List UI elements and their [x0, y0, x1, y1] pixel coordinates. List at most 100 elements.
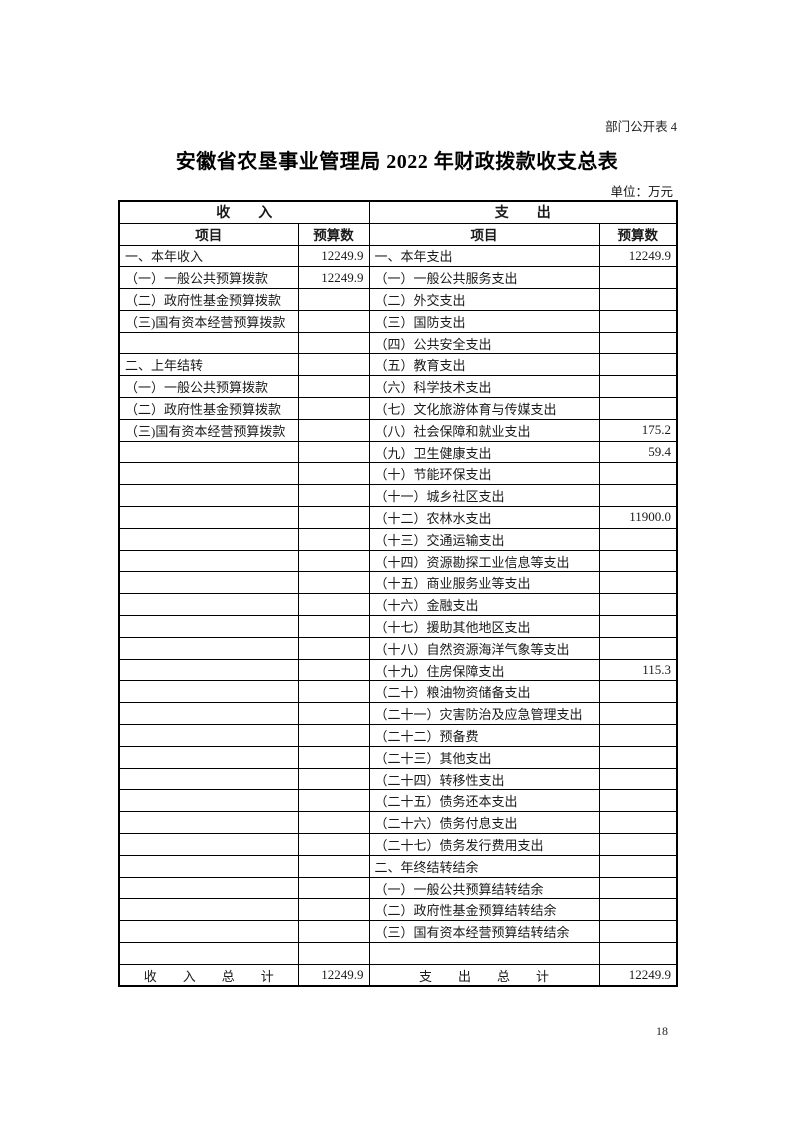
expense-value-cell — [598, 527, 678, 551]
table-row: （九）卫生健康支出 59.4 — [118, 440, 678, 464]
expense-item-cell: （二）外交支出 — [368, 288, 600, 311]
page-number: 18 — [656, 1024, 668, 1038]
income-value-cell — [297, 811, 370, 835]
table-row: （十三）交通运输支出 — [118, 527, 678, 551]
expense-item-cell: （九）卫生健康支出 — [368, 440, 600, 464]
expense-value-cell — [598, 767, 678, 791]
expense-item-cell: 二、年终结转结余 — [368, 854, 600, 878]
income-item-cell: （二）政府性基金预算拨款 — [118, 397, 299, 420]
table-row: 一、本年收入 12249.9 一、本年支出 12249.9 — [118, 244, 678, 268]
expense-value-cell — [598, 745, 678, 769]
income-value-cell — [297, 833, 370, 856]
budget-table: 收 入 支 出 项目 预算数 项目 预算数 一、本年收入 12249.9 一、本年支… — [118, 200, 678, 988]
expense-value-cell — [598, 615, 678, 638]
table-body: 一、本年收入 12249.9 一、本年支出 12249.9 （一）一般公共预算拨款 122… — [118, 244, 678, 965]
table-row: （十一）城乡社区支出 — [118, 484, 678, 508]
expense-item-cell: （一）一般公共服务支出 — [368, 266, 600, 290]
income-item-cell — [118, 920, 299, 943]
expense-item-cell: （二十二）预备费 — [368, 724, 600, 747]
table-row: （二十二）预备费 — [118, 724, 678, 747]
table-row: （二）政府性基金预算拨款 （二）外交支出 — [118, 288, 678, 311]
expense-value-cell — [598, 397, 678, 420]
expense-value-cell — [598, 462, 678, 486]
income-item-cell — [118, 658, 299, 682]
expense-value-cell — [598, 724, 678, 747]
expense-item-cell: （十七）援助其他地区支出 — [368, 615, 600, 638]
table-row: （十九）住房保障支出 115.3 — [118, 658, 678, 682]
income-item-cell — [118, 331, 299, 355]
table-row: （十七）援助其他地区支出 — [118, 615, 678, 638]
income-value-cell — [297, 440, 370, 464]
income-item-cell — [118, 854, 299, 878]
income-item-cell — [118, 527, 299, 551]
income-item-cell — [118, 833, 299, 856]
income-item-cell: （三)国有资本经营预算拨款 — [118, 309, 299, 333]
income-item-cell — [118, 440, 299, 464]
expense-item-cell: （四）公共安全支出 — [368, 331, 600, 355]
expense-value-cell — [598, 549, 678, 573]
income-value-cell — [297, 680, 370, 704]
income-value-cell — [297, 636, 370, 660]
table-group-header-row: 收 入 支 出 — [118, 200, 678, 224]
expense-item-cell: （八）社会保障和就业支出 — [368, 418, 600, 442]
expense-item-cell: （二十）粮油物资储备支出 — [368, 680, 600, 704]
income-item-cell — [118, 549, 299, 573]
table-column-header-row: 项目 预算数 项目 预算数 — [118, 222, 678, 246]
income-item-cell — [118, 876, 299, 900]
income-item-cell — [118, 506, 299, 529]
income-value-cell — [297, 549, 370, 573]
income-item-header: 项目 — [118, 222, 299, 246]
expense-item-cell: （十二）农林水支出 — [368, 506, 600, 529]
expense-item-cell: （二十七）债务发行费用支出 — [368, 833, 600, 856]
table-row: （十）节能环保支出 — [118, 462, 678, 486]
income-item-cell — [118, 680, 299, 704]
income-value-cell: 12249.9 — [297, 244, 370, 268]
income-value-cell — [297, 942, 370, 965]
table-total-row: 收 入 总 计 12249.9 支 出 总 计 12249.9 — [118, 963, 678, 987]
income-value-cell — [297, 506, 370, 529]
income-item-cell — [118, 745, 299, 769]
expense-budget-header: 预算数 — [598, 222, 678, 246]
income-value-cell — [297, 593, 370, 617]
income-value-cell — [297, 658, 370, 682]
table-row: （二十一）灾害防治及应急管理支出 — [118, 702, 678, 726]
income-item-cell — [118, 462, 299, 486]
expense-item-cell: （五）教育支出 — [368, 353, 600, 377]
expense-item-cell: （二十一）灾害防治及应急管理支出 — [368, 702, 600, 726]
unit-note: 单位：万元 — [610, 185, 673, 199]
table-row: （十五）商业服务业等支出 — [118, 571, 678, 595]
expense-item-cell: （十）节能环保支出 — [368, 462, 600, 486]
expense-value-cell — [598, 789, 678, 813]
expense-value-cell: 115.3 — [598, 658, 678, 682]
income-value-cell — [297, 331, 370, 355]
table-row: （三）国有资本经营预算结转结余 — [118, 920, 678, 943]
expense-item-cell: （六）科学技术支出 — [368, 375, 600, 399]
table-row — [118, 942, 678, 965]
income-value-cell — [297, 789, 370, 813]
expense-value-cell — [598, 309, 678, 333]
expense-value-cell — [598, 288, 678, 311]
expense-total-label: 支 出 总 计 — [368, 963, 600, 987]
income-value-cell — [297, 527, 370, 551]
expense-value-cell — [598, 571, 678, 595]
income-total-value: 12249.9 — [297, 963, 370, 987]
expense-value-cell — [598, 593, 678, 617]
table-row: （四）公共安全支出 — [118, 331, 678, 355]
income-value-cell — [297, 353, 370, 377]
income-value-cell — [297, 571, 370, 595]
expense-item-cell: （二）政府性基金预算结转结余 — [368, 898, 600, 922]
expense-item-cell: （一）一般公共预算结转结余 — [368, 876, 600, 900]
expense-value-cell — [598, 942, 678, 965]
doc-table-label: 部门公开表 4 — [605, 120, 677, 134]
income-value-cell: 12249.9 — [297, 266, 370, 290]
expense-value-cell — [598, 331, 678, 355]
expense-item-cell: （二十五）债务还本支出 — [368, 789, 600, 813]
income-value-cell — [297, 462, 370, 486]
expense-value-cell: 11900.0 — [598, 506, 678, 529]
income-value-cell — [297, 702, 370, 726]
expense-value-cell: 175.2 — [598, 418, 678, 442]
expense-item-cell: （十九）住房保障支出 — [368, 658, 600, 682]
expense-value-cell — [598, 876, 678, 900]
income-section-header: 收 入 — [118, 200, 370, 224]
table-row: （三)国有资本经营预算拨款 （八）社会保障和就业支出 175.2 — [118, 418, 678, 442]
